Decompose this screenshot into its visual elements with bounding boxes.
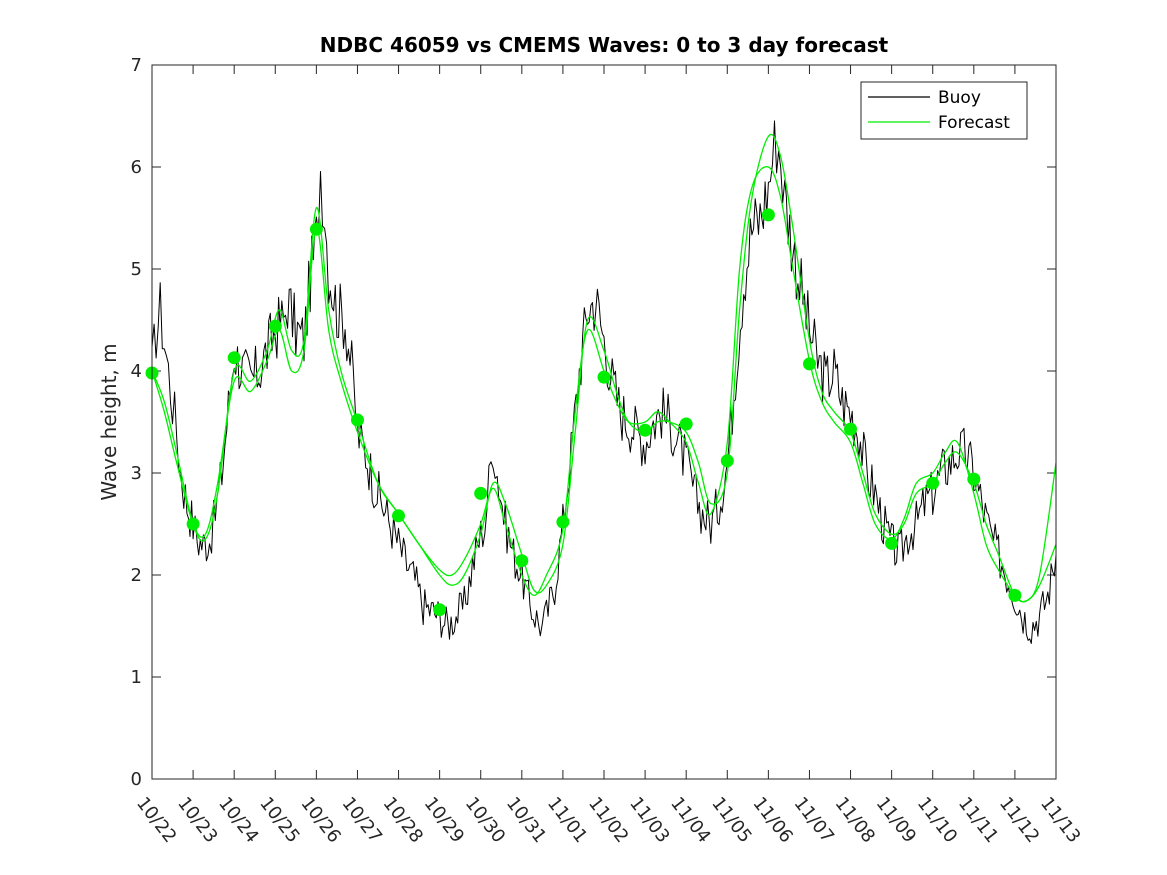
legend-buoy-label: Buoy [938,88,981,108]
forecast-marker-point [679,417,693,431]
forecast-marker-point [392,509,405,523]
forecast-marker-point [803,357,816,371]
forecast-marker-point [926,476,940,490]
marker-layer [145,208,1022,617]
plot-area [152,65,1056,779]
forecast-marker-point [186,517,200,531]
y-tick-label: 3 [131,463,142,484]
forecast-marker-point [844,422,857,436]
y-tick-label: 6 [131,157,142,178]
forecast-marker-point [351,413,364,427]
forecast-marker-point [761,208,775,222]
forecast-marker-point [268,319,282,333]
forecast-marker-point [227,351,241,365]
forecast-marker-point [597,370,611,384]
y-tick-labels: 0 1 2 3 4 5 6 7 [131,55,142,790]
forecast-marker-point [515,554,529,568]
legend-box [860,81,1028,140]
forecast-marker-point [885,536,899,550]
series-layer [151,120,1057,644]
y-tick-label: 7 [131,55,142,76]
legend-forecast-label: Forecast [938,113,1010,133]
y-tick-label: 4 [131,361,142,382]
y-tick-label: 0 [131,769,142,790]
legend: Buoy Forecast [860,81,1028,140]
forecast-marker-point [309,222,323,236]
forecast-marker-point [433,603,447,617]
chart-title: NDBC 46059 vs CMEMS Waves: 0 to 3 day fo… [320,33,889,57]
forecast-marker-point [967,472,981,486]
forecast-marker-point [474,486,488,500]
y-tick-label: 5 [131,259,142,280]
forecast-marker-point [556,515,570,529]
forecast-marker-point [1008,588,1022,602]
forecast-marker-point [638,423,652,437]
plot-frame [151,64,1057,780]
series-forecast-line-1 [151,133,1057,603]
y-tick-label: 2 [131,565,142,586]
y-axis-label: Wave height, m [97,343,121,500]
forecast-marker-point [720,454,734,468]
y-tick-label: 1 [131,667,142,688]
series-forecast-line-2 [151,166,1057,603]
